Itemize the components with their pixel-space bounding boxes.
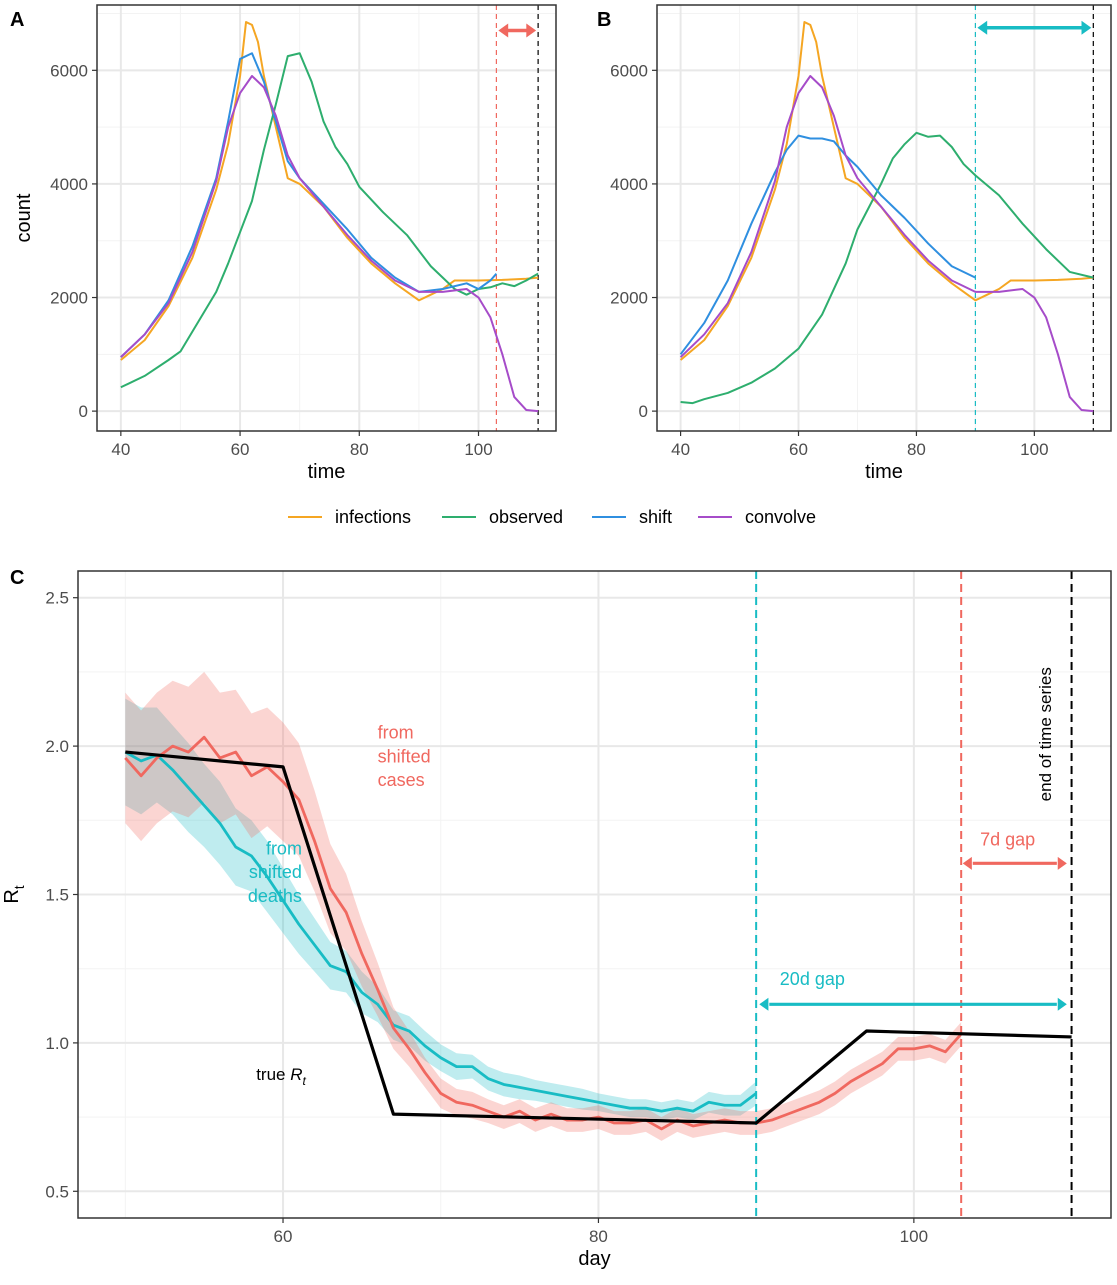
plot-area [679,5,1094,431]
plot-background [657,5,1111,431]
x-tick-label: 80 [907,440,926,459]
gap-arrow-head-left [977,20,988,35]
series-line-convolve [120,75,539,413]
ribbon-from-shifted-cases [125,671,962,1141]
y-axis-title: Rt [1,885,27,903]
y-tick-label: 6000 [610,61,648,80]
gap-arrow-head-left [498,23,509,38]
true-label-r: R [290,1065,302,1084]
series-line-observed [680,131,1094,405]
annotation: 7d gap [980,830,1035,850]
x-tick-label: 60 [231,440,250,459]
annotation: cases [378,770,425,790]
annotation: from [266,838,302,858]
plot-area [124,571,1073,1218]
panel-border [656,4,1112,432]
y-axis-title-main: R [1,889,23,903]
y-axis-title-sub: t [11,885,27,889]
legend-label: observed [489,507,563,527]
grid [78,571,1111,1218]
x-tick-label: 100 [900,1227,928,1246]
y-tick-label: 4000 [610,175,648,194]
y-tick-label: 0 [79,402,88,421]
gap-arrow-head-right [526,23,537,38]
y-tick-label: 0 [639,402,648,421]
legend-item-shift: shift [592,507,672,527]
true-label-text: true [256,1065,290,1084]
panel-letter: B [597,9,611,31]
true-label-sub: t [303,1074,307,1088]
legend-item-infections: infections [288,507,411,527]
legend: infections observed shift convolve [288,507,816,527]
y-tick-label: 0.5 [45,1182,69,1201]
series-line-infections [679,21,1094,361]
y-tick-label: 1.5 [45,886,69,905]
annotation: shifted [249,862,302,882]
gap-arrow-head-right [1057,856,1067,870]
gap-arrow-head-left [962,856,972,870]
y-tick-label: 1.0 [45,1034,69,1053]
y-tick-label: 2000 [610,289,648,308]
series-line-from-shifted-deaths [124,750,757,1113]
plot-background [97,5,556,431]
true-rt-label: true Rt [256,1065,306,1088]
panel-letter: A [10,9,24,31]
legend-label: convolve [745,507,816,527]
y-tick-label: 2.5 [45,589,69,608]
y-tick-label: 4000 [50,175,88,194]
panel-a: 40 60 80 100 0 2000 4000 6000 time count A [10,4,557,483]
legend-item-observed: observed [442,507,563,527]
x-tick-label: 40 [671,440,690,459]
panel-border [96,4,557,432]
x-tick-label: 80 [350,440,369,459]
legend-label: shift [639,507,672,527]
gap-arrow-head-left [759,997,769,1011]
annotation: from [378,723,414,743]
series-line-shift [120,52,498,358]
gap-arrow-head-right [1081,20,1092,35]
y-tick-label: 6000 [50,61,88,80]
x-tick-label: 100 [464,440,492,459]
panel-b: 40 60 80 100 0 2000 4000 6000 time B [597,4,1112,483]
series-line-infections [120,21,539,361]
y-axis-title: count [13,193,35,242]
end-of-series-label: end of time series [1036,667,1055,801]
series-line-true-R [125,750,1072,1125]
plot-area [120,5,539,431]
x-axis-title: day [578,1248,610,1270]
series-line-shift [679,134,976,355]
legend-label: infections [335,507,411,527]
series-line-convolve [679,75,1094,413]
y-axis-title-main: count [13,193,35,242]
annotation: 20d gap [780,969,845,989]
x-tick-label: 40 [111,440,130,459]
x-axis-title: time [865,461,903,483]
panel-letter: C [10,567,24,589]
x-tick-label: 60 [274,1227,293,1246]
x-axis-title: time [308,461,346,483]
y-tick-label: 2000 [50,289,88,308]
annotation: deaths [248,886,302,906]
legend-item-convolve: convolve [698,507,816,527]
x-tick-label: 80 [589,1227,608,1246]
y-tick-label: 2.0 [45,737,69,756]
x-tick-label: 60 [789,440,808,459]
annotation: shifted [378,746,431,766]
x-tick-label: 100 [1020,440,1048,459]
gap-arrow-head-right [1057,997,1067,1011]
